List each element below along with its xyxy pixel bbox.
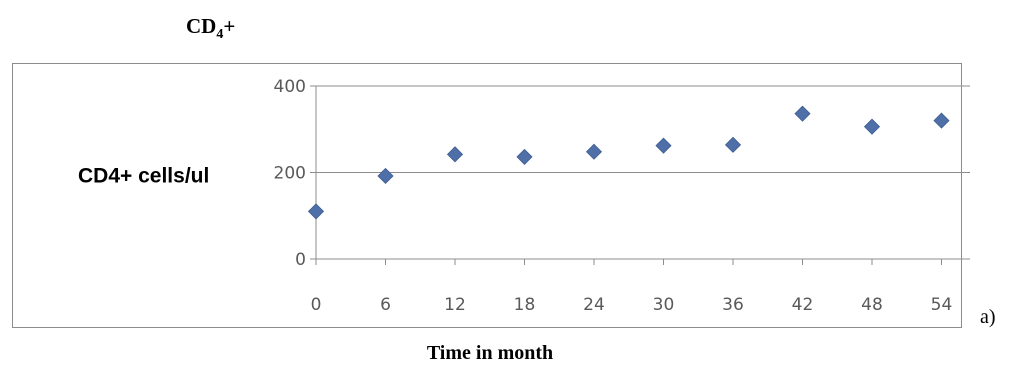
y-tick-label-200: 200 xyxy=(274,164,306,184)
data-point-42 xyxy=(794,105,811,122)
y-axis-label: CD4+ cells/ul xyxy=(78,165,209,188)
x-tick-label-18: 18 xyxy=(514,295,536,315)
x-tick-label-24: 24 xyxy=(583,295,605,315)
y-tick-label-0: 0 xyxy=(295,250,306,270)
data-point-54 xyxy=(933,112,950,129)
data-point-48 xyxy=(863,118,881,135)
data-point-30 xyxy=(655,137,672,154)
chart-title: CD4+ xyxy=(186,14,236,43)
x-tick-label-48: 48 xyxy=(861,295,883,315)
x-tick-label-6: 6 xyxy=(380,295,391,315)
x-axis-label: Time in month xyxy=(426,342,554,364)
data-point-24 xyxy=(585,143,603,160)
data-point-36 xyxy=(724,136,742,153)
x-tick-label-0: 0 xyxy=(311,295,322,315)
x-tick-label-36: 36 xyxy=(722,295,744,315)
x-tick-label-54: 54 xyxy=(931,295,953,315)
x-tick-label-12: 12 xyxy=(444,295,466,315)
data-point-18 xyxy=(516,148,533,165)
data-point-6 xyxy=(377,167,394,185)
x-tick-label-42: 42 xyxy=(792,295,814,315)
y-tick-label-400: 400 xyxy=(274,77,306,97)
data-point-0 xyxy=(307,203,325,220)
x-tick-label-30: 30 xyxy=(653,295,675,315)
data-point-12 xyxy=(446,146,464,163)
panel-label: a) xyxy=(980,306,996,328)
